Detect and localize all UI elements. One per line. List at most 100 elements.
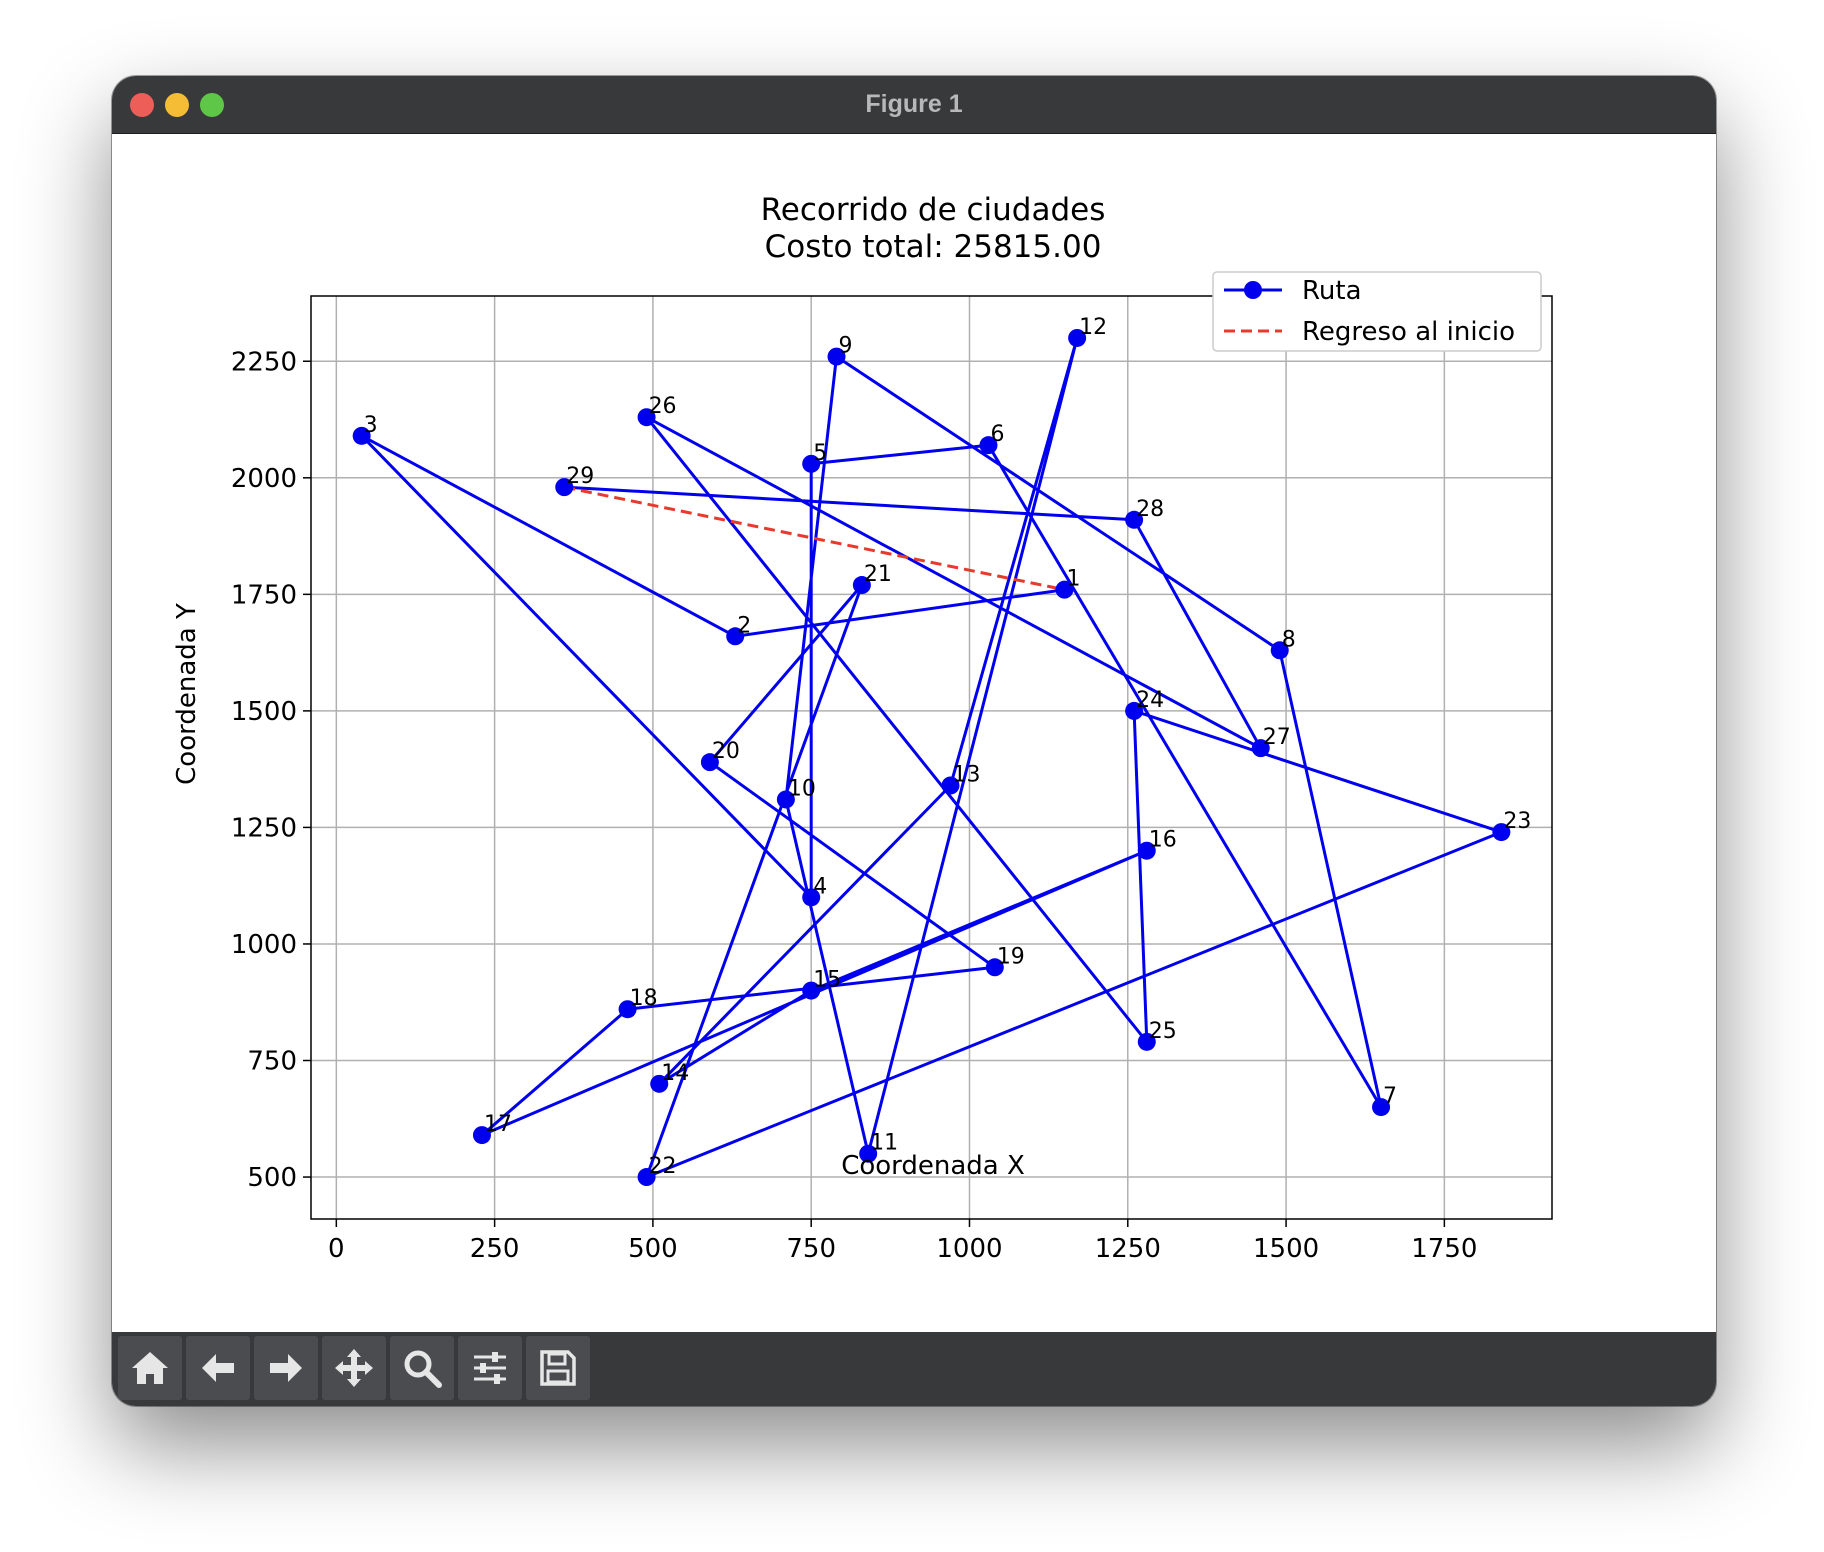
pan-button[interactable] — [322, 1336, 386, 1400]
city-point — [700, 753, 719, 772]
save-floppy-icon — [540, 1350, 576, 1386]
pan-move-icon — [335, 1349, 373, 1387]
city-point — [985, 958, 1004, 977]
city-point — [472, 1126, 491, 1145]
city-label: 19 — [997, 944, 1025, 969]
chart-subtitle: Costo total: 25815.00 — [765, 229, 1102, 265]
x-tick-label: 500 — [628, 1234, 678, 1264]
save-button[interactable] — [526, 1336, 590, 1400]
y-tick-label: 1250 — [231, 813, 297, 843]
x-tick-label: 0 — [328, 1234, 345, 1264]
zoom-button[interactable] — [390, 1336, 454, 1400]
title-bar: Figure 1 — [112, 76, 1716, 134]
route-line — [360, 336, 1503, 1179]
y-tick-label: 500 — [247, 1163, 297, 1193]
configure-subplots-icon — [474, 1352, 506, 1384]
city-point — [1137, 841, 1156, 860]
city-point — [1251, 739, 1270, 758]
forward-arrow-icon — [270, 1354, 302, 1382]
y-tick-label: 1000 — [231, 930, 297, 960]
y-tick-label: 2000 — [231, 464, 297, 494]
back-arrow-icon — [202, 1354, 234, 1382]
city-point — [776, 790, 795, 809]
legend-marker-ruta — [1244, 281, 1262, 299]
home-button[interactable] — [118, 1336, 182, 1400]
city-point — [802, 454, 821, 473]
city-point — [827, 347, 846, 366]
y-tick-label: 1500 — [231, 697, 297, 727]
window-title: Figure 1 — [865, 90, 963, 118]
minimize-button[interactable] — [165, 93, 189, 117]
city-label: 14 — [661, 1061, 689, 1086]
y-tick-label: 750 — [247, 1047, 297, 1077]
city-point — [555, 478, 574, 497]
city-point — [802, 981, 821, 1000]
city-label: 3 — [364, 413, 378, 438]
city-label: 29 — [566, 464, 594, 489]
y-tick-label: 1750 — [231, 580, 297, 610]
city-label: 26 — [649, 394, 677, 419]
city-label: 22 — [649, 1154, 677, 1179]
city-label: 25 — [1149, 1019, 1177, 1044]
city-point — [1125, 510, 1144, 529]
chart-title: Recorrido de ciudades — [761, 192, 1106, 228]
city-label: 10 — [788, 776, 816, 801]
plot-frame — [310, 295, 1553, 1220]
city-label: 9 — [839, 334, 853, 359]
city-label: 4 — [813, 874, 827, 899]
city-point — [1492, 823, 1511, 842]
city-label: 13 — [952, 762, 980, 787]
city-point — [650, 1074, 669, 1093]
city-point — [1372, 1098, 1391, 1117]
city-label: 5 — [813, 441, 827, 466]
figure-window: Figure 1 0 250 500 750 1000 1250 1500 1750 500 75… — [112, 76, 1716, 1406]
return-line — [563, 485, 1065, 592]
city-point — [637, 408, 656, 427]
city-point — [802, 888, 821, 907]
maximize-button[interactable] — [200, 93, 224, 117]
figure-canvas[interactable]: 0 250 500 750 1000 1250 1500 1750 500 750 1000 1250… — [112, 134, 1716, 1332]
city-label: 23 — [1503, 809, 1531, 834]
configure-subplots-button[interactable] — [458, 1336, 522, 1400]
x-tick-label: 1000 — [936, 1234, 1002, 1264]
x-axis-label: Coordenada X — [841, 1151, 1025, 1181]
city-point — [979, 436, 998, 455]
legend-label-ruta: Ruta — [1302, 276, 1362, 306]
city-label: 12 — [1079, 315, 1107, 340]
y-axis-label: Coordenada Y — [172, 603, 202, 785]
city-point — [1125, 701, 1144, 720]
navigation-toolbar — [112, 1332, 1716, 1406]
forward-button[interactable] — [254, 1336, 318, 1400]
home-icon — [132, 1352, 168, 1384]
back-button[interactable] — [186, 1336, 250, 1400]
city-label: 24 — [1136, 688, 1164, 713]
city-point — [859, 1144, 878, 1163]
x-tick-label: 250 — [470, 1234, 520, 1264]
city-label: 21 — [864, 562, 892, 587]
city-label: 8 — [1282, 627, 1296, 652]
x-tick-label: 1500 — [1253, 1234, 1319, 1264]
city-label: 28 — [1136, 497, 1164, 522]
city-label: 2 — [737, 613, 751, 638]
city-point — [941, 776, 960, 795]
city-label: 20 — [712, 739, 740, 764]
route-chart: 0 250 500 750 1000 1250 1500 1750 500 750 1000 1250… — [172, 192, 1553, 1264]
x-tick-label: 1750 — [1411, 1234, 1477, 1264]
city-label: 16 — [1149, 828, 1177, 853]
city-point — [852, 576, 871, 595]
x-tick-label: 750 — [786, 1234, 836, 1264]
city-point — [1068, 328, 1087, 347]
legend-label-regreso: Regreso al inicio — [1302, 317, 1515, 347]
city-label: 15 — [813, 968, 841, 993]
y-tick-label: 2250 — [231, 347, 297, 377]
city-label: 18 — [630, 986, 658, 1011]
zoom-magnifier-icon — [404, 1350, 442, 1388]
x-tick-label: 1250 — [1095, 1234, 1161, 1264]
city-point — [618, 1000, 637, 1019]
city-label: 17 — [484, 1112, 512, 1137]
city-point — [1137, 1032, 1156, 1051]
close-button[interactable] — [130, 93, 154, 117]
city-label: 1 — [1066, 567, 1080, 592]
chart-legend: Ruta Regreso al inicio — [1212, 271, 1542, 352]
city-label: 11 — [870, 1131, 898, 1156]
